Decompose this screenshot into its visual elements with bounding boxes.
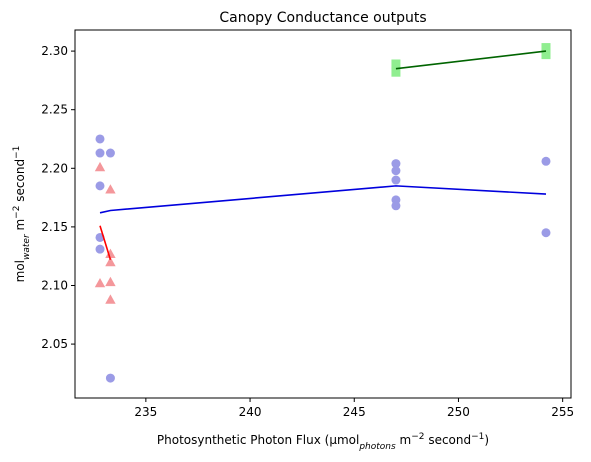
x-tick-label: 250 [447, 405, 470, 419]
plot-frame [74, 29, 572, 399]
x-axis-ticks: 235 240 245 250 255 [134, 398, 574, 419]
circle-point [105, 148, 115, 158]
x-tick-label: 240 [239, 405, 262, 419]
plot-data [94, 43, 551, 383]
triangle-point [94, 161, 106, 172]
square-point [391, 59, 401, 69]
x-tick-label: 255 [551, 405, 574, 419]
circle-point [391, 166, 401, 176]
circle-point [391, 201, 401, 211]
red-line [99, 225, 112, 260]
triangle-point [105, 294, 116, 304]
y-tick-label: 2.30 [41, 44, 68, 58]
y-axis-ticks: 2.05 2.10 2.15 2.20 2.25 2.30 [41, 44, 75, 351]
circle-point [95, 244, 105, 254]
circle-point [541, 228, 551, 238]
circle-point [95, 134, 105, 144]
square-point [541, 50, 551, 60]
square-point [391, 67, 401, 77]
triangle-point [105, 276, 116, 287]
circle-point [95, 181, 105, 191]
triangle-point [105, 184, 116, 194]
plot-lines [99, 50, 547, 260]
circle-point [391, 175, 401, 185]
y-tick-label: 2.20 [41, 161, 68, 175]
circle-point [95, 148, 105, 158]
circle-point [391, 159, 401, 169]
circle-point [105, 373, 115, 383]
green-line [395, 50, 547, 70]
y-tick-label: 2.10 [41, 278, 68, 292]
y-tick-label: 2.05 [41, 337, 68, 351]
x-tick-label: 235 [134, 405, 157, 419]
x-tick-label: 245 [343, 405, 366, 419]
x-axis-label: Photosynthetic Photon Flux (μmolphotons … [157, 432, 489, 452]
y-tick-label: 2.25 [41, 103, 68, 117]
chart-title: Canopy Conductance outputs [219, 10, 426, 26]
blue-line [99, 185, 547, 214]
triangle-point [94, 277, 106, 288]
triangle-point [105, 248, 116, 259]
square-point [541, 43, 551, 53]
circle-point [541, 156, 551, 166]
y-axis-label: molwater m−2 second−1 [12, 146, 32, 283]
triangle-point [105, 256, 116, 267]
y-tick-label: 2.15 [41, 220, 68, 234]
